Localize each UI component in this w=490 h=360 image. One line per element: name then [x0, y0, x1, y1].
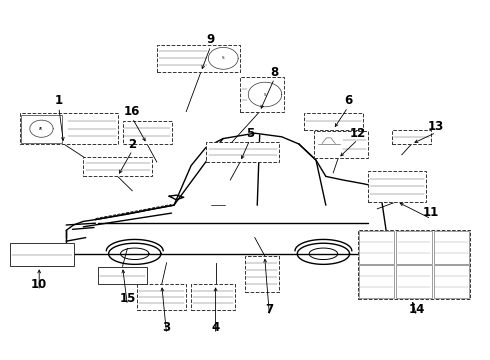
- Bar: [122, 121, 172, 144]
- Text: 1: 1: [55, 94, 63, 107]
- Bar: [304, 113, 363, 130]
- Text: 4: 4: [212, 321, 220, 334]
- Text: 7: 7: [266, 303, 273, 316]
- Text: 14: 14: [408, 303, 425, 316]
- Bar: [396, 231, 432, 264]
- Bar: [157, 45, 240, 72]
- Bar: [434, 265, 469, 298]
- Text: 6: 6: [344, 94, 352, 107]
- Bar: [359, 231, 394, 264]
- Text: 13: 13: [428, 120, 444, 132]
- Text: 9: 9: [207, 33, 215, 46]
- Bar: [314, 131, 368, 158]
- Text: 10: 10: [31, 278, 48, 291]
- Bar: [392, 130, 431, 144]
- Text: 8: 8: [270, 66, 278, 78]
- Text: ØG: ØG: [39, 127, 44, 131]
- Bar: [21, 115, 62, 143]
- Text: S: S: [264, 93, 266, 96]
- Bar: [191, 284, 235, 310]
- Text: 3: 3: [163, 321, 171, 334]
- Text: 15: 15: [119, 292, 136, 305]
- Text: 12: 12: [349, 127, 366, 140]
- Bar: [245, 256, 279, 292]
- Bar: [358, 230, 470, 299]
- Bar: [206, 142, 279, 162]
- Bar: [83, 157, 152, 176]
- Bar: [368, 171, 426, 202]
- Bar: [10, 243, 74, 266]
- Bar: [240, 77, 284, 112]
- Bar: [396, 265, 432, 298]
- Text: 2: 2: [128, 138, 136, 150]
- Text: 11: 11: [423, 206, 440, 219]
- Bar: [137, 284, 186, 310]
- Bar: [359, 265, 394, 298]
- Bar: [20, 113, 118, 144]
- Text: S: S: [222, 56, 224, 60]
- Text: 16: 16: [124, 105, 141, 118]
- Bar: [98, 267, 147, 284]
- Bar: [434, 231, 469, 264]
- Text: 5: 5: [246, 127, 254, 140]
